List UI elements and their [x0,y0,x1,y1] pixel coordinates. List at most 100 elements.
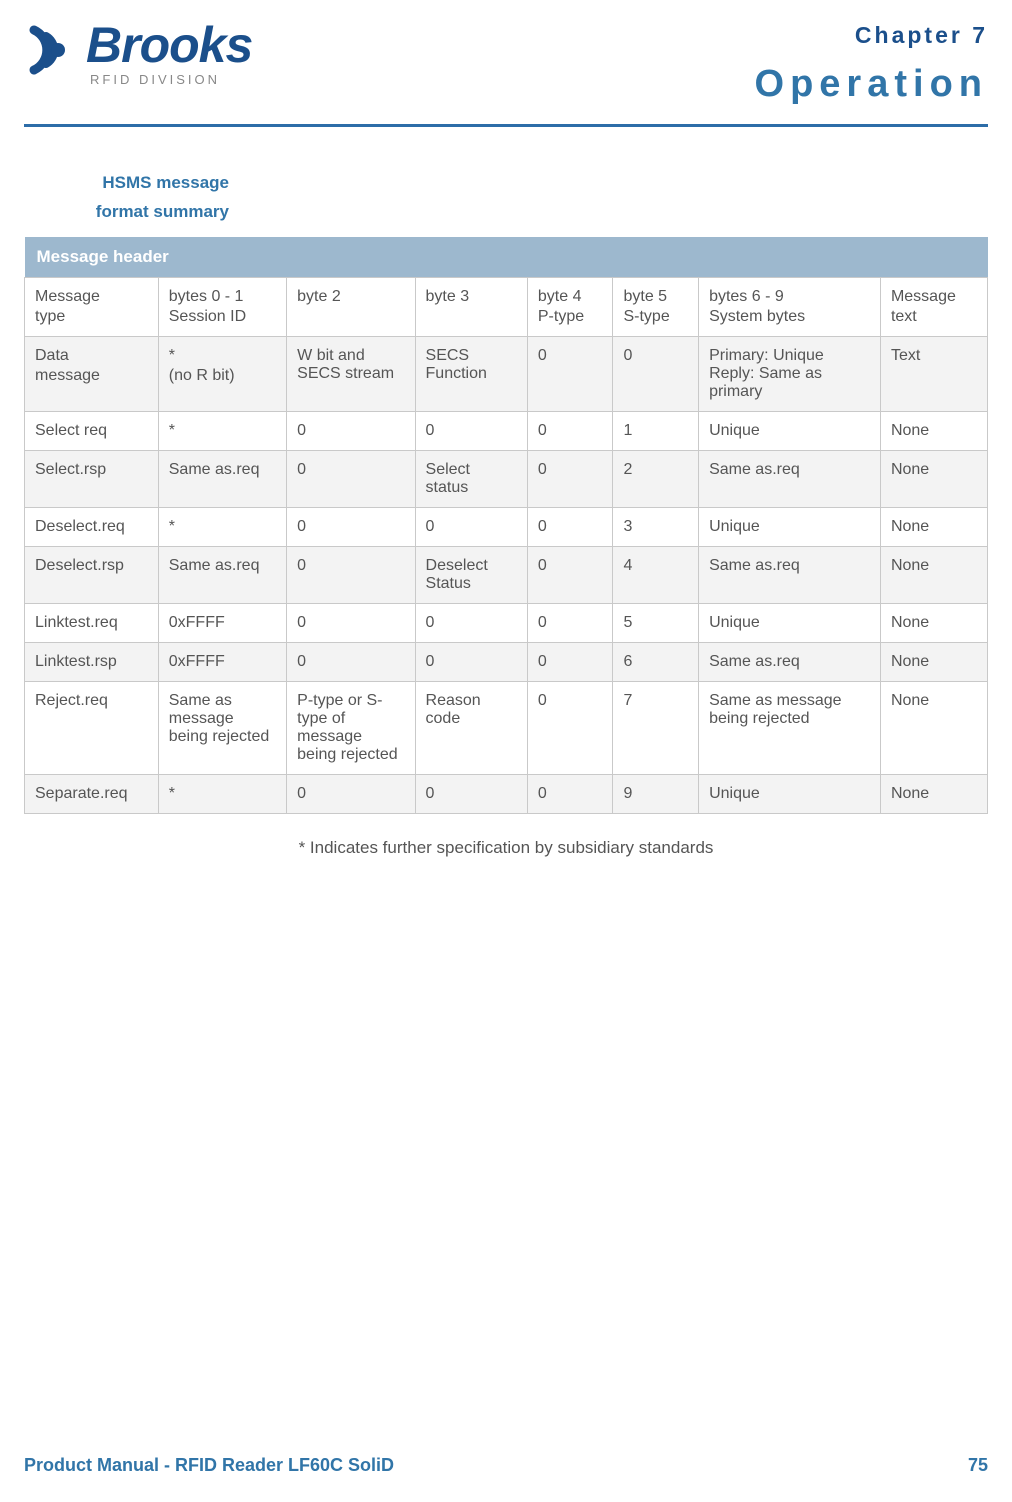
table-cell: SECS Function [415,336,527,411]
table-cell: 0 [415,411,527,450]
table-cell: * (no R bit) [158,336,286,411]
table-row: Datamessage*(no R bit)W bit and SECS str… [25,336,988,411]
table-cell: Text [880,336,987,411]
cell-line1: 5 [623,614,632,631]
cell-line1: 0 [538,461,547,478]
cell-line1: 0 [538,614,547,631]
cell-line1: byte 5 [623,288,667,305]
cell-line1: Message [35,288,100,305]
cell-line1: 0 [426,422,435,439]
cell-line1: 9 [623,785,632,802]
cell-line1: None [891,785,929,802]
table-cell: 0 [613,336,699,411]
table-cell: Select req [25,411,159,450]
table-cell: Same as.req [699,642,881,681]
table-cell: Deselect.rsp [25,546,159,603]
table-cell: Same as.req [158,450,286,507]
cell-line1: None [891,557,929,574]
cell-line1: bytes 0 - 1 [169,288,244,305]
table-cell: 0 [527,546,613,603]
message-header-table: Message header Messagetypebytes 0 - 1Ses… [24,237,988,814]
cell-line1: 0 [297,785,306,802]
cell-line1: Unique [709,518,760,535]
table-cell: Unique [699,411,881,450]
table-cell: 0 [415,603,527,642]
cell-line1: 0 [426,518,435,535]
cell-line1: 0 [538,557,547,574]
cell-line1: * [169,518,175,535]
table-cell: Same as message being rejected [158,681,286,774]
table-cell: Data message [25,336,159,411]
cell-line1: None [891,461,929,478]
cell-line1: Linktest.req [35,614,118,631]
table-cell: 0 [527,774,613,813]
cell-line1: Unique [709,785,760,802]
cell-line1: Same as.req [169,557,260,574]
cell-line1: Select req [35,422,107,439]
footer-page-number: 75 [968,1455,988,1476]
cell-line1: Data [35,347,69,364]
table-cell: 0 [527,336,613,411]
cell-line1: bytes 6 - 9 [709,288,784,305]
table-cell: 0 [287,603,415,642]
page-title: Operation [755,63,988,106]
table-cell: 0 [527,642,613,681]
cell-line1: 0 [297,518,306,535]
table-row: Select.rspSame as.req0Select status02Sam… [25,450,988,507]
table-cell: 0 [415,774,527,813]
cell-line1: 0 [538,422,547,439]
cell-line1: Linktest.rsp [35,653,117,670]
table-cell: 5 [613,603,699,642]
cell-line1: Same as message being rejected [169,692,270,745]
cell-line1: 0 [538,785,547,802]
table-column-header: Messagetype [25,277,159,336]
cell-line1: None [891,422,929,439]
table-cell: 0 [415,642,527,681]
cell-line1: 0 [426,653,435,670]
cell-line1: Unique [709,422,760,439]
table-cell: 0 [527,681,613,774]
table-cell: 0 [527,411,613,450]
cell-line1: Separate.req [35,785,128,802]
table-row: Linktest.rsp0xFFFF0006Same as.reqNone [25,642,988,681]
table-cell: None [880,507,987,546]
cell-line2: Session ID [169,308,276,326]
table-cell: None [880,603,987,642]
cell-line1: byte 3 [426,288,470,305]
table-cell: Unique [699,507,881,546]
cell-line1: 0 [297,461,306,478]
table-column-header-row: Messagetype bytes 0 - 1 Session ID byte 2 by… [25,277,988,336]
cell-line1: * [169,347,175,364]
cell-line1: Select status [426,461,470,496]
cell-line2: (no R bit) [169,367,276,385]
table-cell: 6 [613,642,699,681]
cell-line1: Same as message being rejected [709,692,842,727]
table-cell: Deselect.req [25,507,159,546]
table-row: Reject.reqSame as message being rejected… [25,681,988,774]
table-cell: 0 [415,507,527,546]
header-divider [24,124,988,127]
table-column-header: byte 4P-type [527,277,613,336]
table-cell: P-type or S-type of message being reject… [287,681,415,774]
cell-line1: 1 [623,422,632,439]
table-cell: Same as.req [158,546,286,603]
table-column-header: Messagetext [880,277,987,336]
table-cell: None [880,681,987,774]
chapter-block: Chapter 7 Operation [755,22,988,106]
cell-line1: byte 4 [538,288,582,305]
cell-line1: 0xFFFF [169,653,225,670]
table-cell: Unique [699,774,881,813]
table-row: Deselect.rspSame as.req0Deselect Status0… [25,546,988,603]
table-cell: Unique [699,603,881,642]
cell-line2: message [35,367,148,385]
cell-line2: System bytes [709,308,870,326]
table-cell: 9 [613,774,699,813]
cell-line1: Same as.req [169,461,260,478]
table-cell: 0 [287,774,415,813]
cell-line1: 0 [297,614,306,631]
table-cell: 3 [613,507,699,546]
page-footer: Product Manual - RFID Reader LF60C SoliD… [24,1455,988,1476]
cell-line1: Same as.req [709,653,800,670]
cell-line1: Same as.req [709,557,800,574]
cell-line1: byte 2 [297,288,341,305]
